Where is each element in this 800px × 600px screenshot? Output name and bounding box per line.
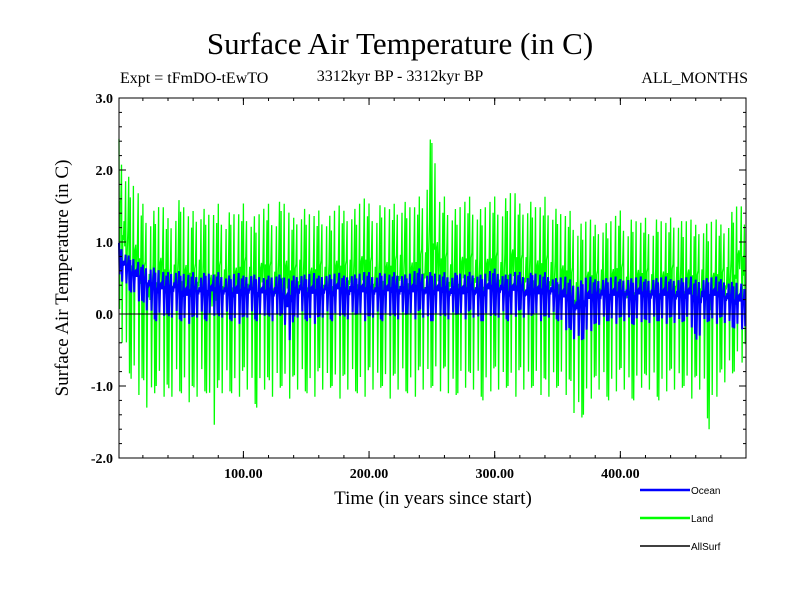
series-land-line bbox=[118, 138, 746, 430]
legend-allsurf-label: AllSurf bbox=[691, 542, 721, 553]
plot-frame bbox=[118, 97, 747, 459]
y-axis-label: Surface Air Temperature (in C) bbox=[52, 160, 73, 397]
x-axis-label: Time (in years since start) bbox=[334, 488, 532, 509]
x-tick-label: 100.00 bbox=[224, 467, 263, 482]
period-label: 3312kyr BP - 3312kyr BP bbox=[316, 68, 484, 85]
experiment-label: Expt = tFmDO-tEwTO bbox=[120, 70, 269, 87]
chart-title: Surface Air Temperature (in C) bbox=[206, 26, 594, 61]
legend-ocean-label: Ocean bbox=[691, 486, 720, 497]
y-tick-label: 1.0 bbox=[96, 236, 114, 251]
x-tick-label: 200.00 bbox=[350, 467, 389, 482]
y-tick-label: 0.0 bbox=[96, 308, 114, 323]
y-tick-label: 2.0 bbox=[96, 164, 114, 179]
months-label: ALL_MONTHS bbox=[641, 70, 748, 87]
legend: Ocean Land AllSurf bbox=[640, 486, 721, 553]
legend-land-label: Land bbox=[691, 514, 713, 525]
y-tick-label: 3.0 bbox=[96, 92, 114, 107]
y-tick-label: -1.0 bbox=[91, 380, 113, 395]
series-ocean-line bbox=[118, 242, 747, 341]
x-axis: 100.00 200.00 300.00 400.00 bbox=[142, 98, 722, 482]
y-tick-label: -2.0 bbox=[91, 452, 113, 467]
plot-area bbox=[118, 138, 747, 430]
x-tick-label: 400.00 bbox=[601, 467, 640, 482]
y-axis: -2.0 -1.0 0.0 1.0 2.0 3.0 bbox=[91, 92, 746, 467]
x-tick-label: 300.00 bbox=[475, 467, 514, 482]
